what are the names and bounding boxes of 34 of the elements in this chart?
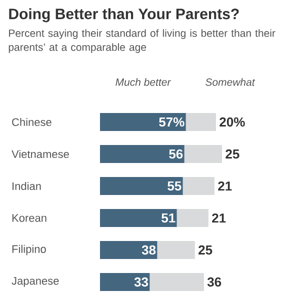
bar [184, 145, 222, 164]
bar [100, 273, 150, 291]
bar [157, 241, 195, 259]
y-tick-label: Indian [12, 182, 41, 190]
y-tick-label: Chinese [12, 118, 52, 126]
chart-title: Doing Better than Your Parents? [9, 8, 239, 22]
y-tick-label: Korean [12, 214, 46, 222]
data-label: 56 [169, 149, 183, 159]
text: Somewhat [206, 78, 256, 86]
bar [176, 209, 208, 228]
chart-subtitle: Percent saying their standard of living is better than their parents’ at a comparable age [8, 29, 276, 53]
bar [100, 241, 158, 259]
data-label: 57% [159, 117, 184, 127]
y-tick-label: Vietnamese [12, 150, 69, 158]
data-label: 20% [220, 117, 245, 127]
y-tick-label: Japanese [12, 277, 59, 287]
bar [182, 177, 214, 196]
bar [100, 177, 183, 196]
bar [150, 273, 204, 291]
data-label: 25 [226, 149, 240, 159]
bar [100, 113, 186, 132]
bar [100, 209, 177, 228]
data-label: 25 [198, 245, 212, 255]
data-label: 36 [207, 277, 222, 287]
data-label: 38 [142, 245, 156, 255]
y-tick-label: Filipino [12, 244, 46, 256]
data-label: 21 [218, 181, 232, 191]
bar [100, 145, 184, 164]
data-label: 51 [162, 213, 176, 223]
data-label: 33 [134, 277, 148, 287]
data-label: 21 [212, 213, 226, 223]
bar [186, 113, 216, 132]
text: Much better [116, 78, 172, 86]
data-label: 55 [168, 181, 182, 191]
